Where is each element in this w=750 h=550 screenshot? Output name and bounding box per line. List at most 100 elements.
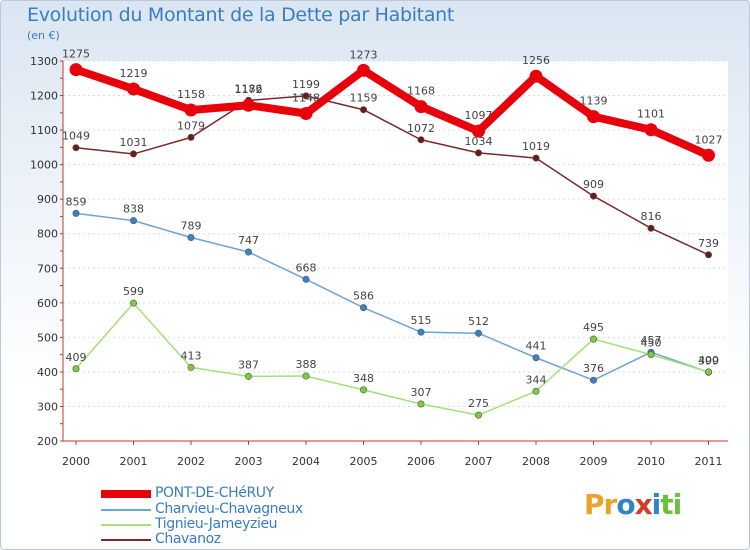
- data-label: 1172: [235, 83, 263, 96]
- data-point: [474, 329, 482, 337]
- data-point: [414, 100, 428, 114]
- data-point: [130, 217, 138, 225]
- logo-letter: o: [616, 488, 635, 521]
- data-label: 413: [181, 349, 202, 362]
- x-tick-label: 2005: [350, 455, 378, 468]
- data-label: 450: [641, 337, 662, 350]
- data-label: 1072: [407, 122, 435, 135]
- data-label: 747: [238, 234, 259, 247]
- data-point: [532, 387, 540, 395]
- y-tick-label: 700: [37, 262, 58, 275]
- data-label: 512: [468, 315, 489, 328]
- y-tick-label: 600: [37, 297, 58, 310]
- data-label: 1101: [637, 108, 665, 121]
- data-point: [417, 400, 425, 408]
- data-label: 1199: [292, 78, 320, 91]
- data-label: 1079: [177, 119, 205, 132]
- logo-letter: P: [584, 488, 605, 521]
- data-point: [72, 144, 80, 152]
- data-point: [417, 136, 425, 144]
- data-point: [644, 123, 658, 137]
- data-label: 1049: [62, 130, 90, 143]
- data-label: 1097: [465, 109, 493, 122]
- x-tick-label: 2010: [637, 455, 665, 468]
- x-tick-label: 2011: [695, 455, 723, 468]
- legend-swatch: [101, 539, 151, 541]
- data-point: [474, 411, 482, 419]
- data-point: [69, 63, 83, 77]
- y-tick-label: 500: [37, 331, 58, 344]
- y-tick-label: 1000: [30, 159, 58, 172]
- data-point: [702, 148, 715, 162]
- data-label: 859: [66, 195, 87, 208]
- legend-label: Chavanoz: [155, 531, 221, 547]
- data-label: 388: [296, 358, 317, 371]
- data-point: [359, 304, 367, 312]
- data-label: 909: [583, 178, 604, 191]
- plot-area: [63, 61, 728, 441]
- x-tick-label: 2008: [522, 455, 550, 468]
- data-point: [417, 328, 425, 336]
- data-point: [474, 149, 482, 157]
- data-point: [589, 376, 597, 384]
- data-label: 1031: [120, 136, 148, 149]
- data-point: [130, 150, 138, 158]
- chart-title: Evolution du Montant de la Dette par Hab…: [27, 4, 455, 26]
- data-point: [647, 351, 655, 359]
- data-point: [302, 372, 310, 380]
- y-tick-label: 1300: [30, 55, 58, 68]
- data-label: 376: [583, 362, 604, 375]
- series-line: [74, 65, 711, 159]
- data-label: 816: [641, 210, 662, 223]
- data-label: 275: [468, 397, 489, 410]
- y-tick-label: 900: [37, 193, 58, 206]
- data-point: [472, 124, 485, 138]
- logo-letter: i: [672, 488, 683, 521]
- data-label: 1034: [465, 135, 493, 148]
- data-point: [532, 354, 540, 362]
- legend-label: Tignieu-Jameyzieu: [155, 516, 278, 532]
- logo-letter: t: [660, 488, 673, 521]
- unit-label: (en €): [27, 29, 60, 42]
- data-point: [127, 82, 140, 96]
- data-point: [589, 192, 597, 200]
- data-label: 789: [181, 220, 202, 233]
- data-label: 1273: [350, 48, 378, 61]
- y-tick-label: 400: [37, 366, 58, 379]
- data-label: 344: [526, 373, 547, 386]
- data-label: 1019: [522, 140, 550, 153]
- y-tick-label: 800: [37, 228, 58, 241]
- data-label: 387: [238, 358, 259, 371]
- data-label: 441: [526, 340, 547, 353]
- data-point: [359, 106, 367, 114]
- legend-swatch: [101, 490, 151, 498]
- series-line: [75, 302, 709, 416]
- data-label: 409: [66, 351, 87, 364]
- data-point: [245, 372, 253, 380]
- x-tick-label: 2002: [177, 455, 205, 468]
- data-point: [589, 335, 597, 343]
- x-tick-label: 2001: [120, 455, 148, 468]
- data-label: 1139: [580, 95, 608, 108]
- logo-letter: i: [651, 488, 662, 521]
- data-label: 1158: [177, 88, 205, 101]
- data-label: 307: [411, 386, 432, 399]
- data-label: 1148: [292, 92, 320, 105]
- data-label: 599: [123, 285, 144, 298]
- data-label: 399: [698, 354, 719, 367]
- data-label: 668: [296, 261, 317, 274]
- legend-label: Charvieu-Chavagneux: [155, 501, 303, 517]
- data-label: 586: [353, 290, 374, 303]
- data-point: [587, 110, 600, 124]
- data-point: [299, 107, 313, 121]
- series-line: [75, 95, 709, 256]
- data-point: [130, 299, 138, 307]
- data-label: 348: [353, 372, 374, 385]
- data-point: [302, 92, 310, 100]
- legend-swatch: [101, 509, 151, 511]
- data-label: 515: [411, 314, 432, 327]
- legend-label: PONT-DE-CHéRUY: [155, 485, 274, 501]
- proxiti-logo: Proxiti: [584, 488, 683, 521]
